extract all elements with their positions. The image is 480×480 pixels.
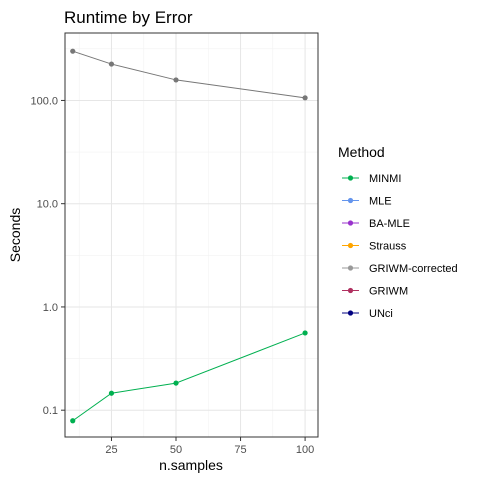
chart-title: Runtime by Error bbox=[64, 8, 193, 27]
legend-label-griwm-corrected: GRIWM-corrected bbox=[369, 263, 458, 275]
data-point-griwm-corrected bbox=[70, 48, 76, 54]
legend-key-point-unci bbox=[347, 310, 354, 316]
legend-label-griwm: GRIWM bbox=[369, 286, 408, 298]
legend-title: Method bbox=[338, 144, 385, 160]
legend-key-point-griwm bbox=[347, 287, 354, 294]
y-axis-title: Seconds bbox=[7, 208, 23, 262]
legend-key-point-mle bbox=[347, 197, 354, 204]
x-tick-label: 25 bbox=[105, 444, 117, 456]
axes: 25 50 75 100 0.1 1.0 10.0 100.0 bbox=[30, 95, 314, 456]
legend-key-point-strauss bbox=[347, 242, 354, 249]
data-point-minmi bbox=[70, 418, 76, 424]
series-line-griwm-corrected bbox=[72, 50, 306, 99]
data-point-minmi bbox=[173, 380, 179, 386]
plot-background bbox=[65, 33, 318, 437]
x-axis-title: n.samples bbox=[159, 457, 223, 473]
legend-label-unci: UNci bbox=[369, 308, 393, 320]
y-tick-label: 100.0 bbox=[30, 95, 58, 107]
data-point-minmi bbox=[108, 390, 115, 396]
y-tick-label: 0.1 bbox=[43, 405, 58, 417]
y-tick-label: 10.0 bbox=[37, 199, 58, 211]
legend-label-ba-mle: BA-MLE bbox=[369, 218, 410, 230]
data-point-griwm-corrected bbox=[302, 95, 308, 101]
series-line-minmi bbox=[72, 332, 306, 422]
legend: Method MINMI MLE BA-MLE Strauss GRIWM-correc… bbox=[338, 144, 458, 320]
series-layer bbox=[70, 48, 308, 424]
x-tick-label: 100 bbox=[296, 444, 314, 456]
legend-label-mle: MLE bbox=[369, 196, 392, 208]
legend-key-point-ba-mle bbox=[347, 220, 354, 226]
plot-border bbox=[64, 32, 319, 438]
y-tick-label: 1.0 bbox=[43, 302, 58, 314]
legend-label-minmi: MINMI bbox=[369, 173, 401, 185]
data-point-griwm-corrected bbox=[108, 61, 115, 67]
x-tick-label: 50 bbox=[170, 444, 182, 456]
legend-label-strauss: Strauss bbox=[369, 241, 407, 253]
legend-key-point-minmi bbox=[347, 175, 354, 181]
x-tick-label: 75 bbox=[234, 444, 246, 456]
data-point-griwm-corrected bbox=[173, 77, 179, 83]
data-point-minmi bbox=[302, 330, 308, 336]
legend-key-point-griwm-corrected bbox=[347, 265, 354, 271]
